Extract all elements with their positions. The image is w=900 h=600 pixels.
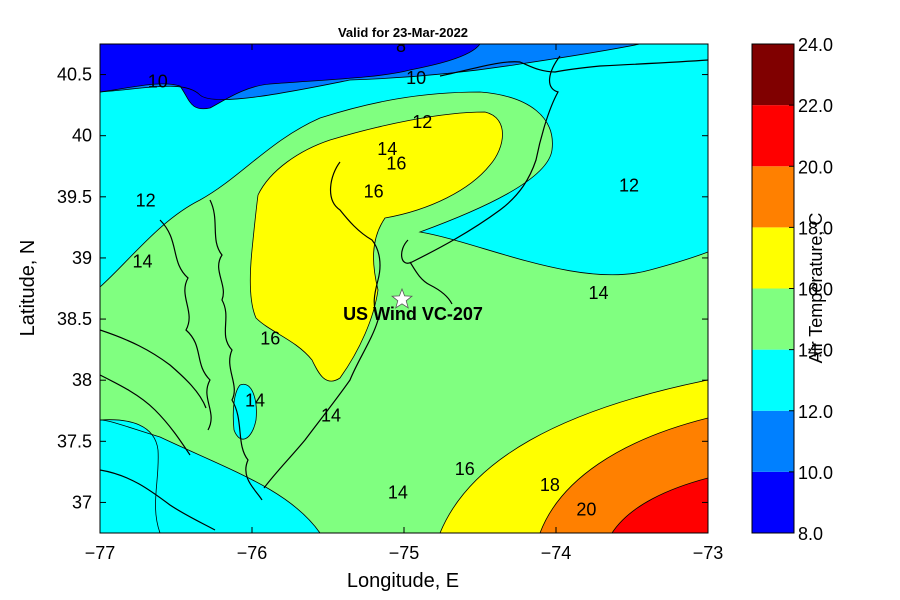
band-12-14-southwest [100,419,160,533]
station-label: US Wind VC-207 [343,304,483,324]
contour-label: 14 [321,405,341,425]
colorbar-tick-label: 16.0 [798,280,833,300]
contour-label: 8 [396,36,406,56]
contour-label: 10 [406,68,426,88]
contour-label: 14 [245,391,265,411]
station-marker [391,287,413,309]
x-axis: −77 −76 −75 −74 −73 [85,44,724,563]
colorbar-label: Air Temperature, C [806,213,826,364]
y-tick-label: 37 [72,492,92,512]
colorbar-swatch [752,227,794,289]
y-tick-label: 38.5 [57,309,92,329]
x-tick-label: −73 [693,543,724,563]
colorbar-tick-label: 22.0 [798,96,833,116]
band-8-10 [100,44,480,109]
contour-label: 14 [388,482,408,502]
y-axis-label: Latitude, N [17,240,39,337]
colorbar-swatch [752,105,794,167]
chart-title: Valid for 23-Mar-2022 [338,25,468,40]
y-tick-label: 39.5 [57,187,92,207]
contour-label: 14 [133,251,153,271]
contour-label: 14 [377,139,397,159]
colorbar-tick-label: 12.0 [798,402,833,422]
colorbar-swatch [752,410,794,472]
contour-label: 16 [260,328,280,348]
contour-label: 12 [412,112,432,132]
band-16-18-inland [250,112,503,382]
colorbar-swatch [752,44,794,106]
contour-label: 16 [364,182,384,202]
contour-lines [100,44,708,533]
band-20-22 [612,478,708,533]
colorbar: 8.0 10.0 12.0 14.0 16.0 18.0 20.0 22.0 24.0 [751,35,833,544]
colorbar-tick-label: 20.0 [798,157,833,177]
x-tick-label: −77 [85,543,116,563]
y-tick-label: 37.5 [57,431,92,451]
colorbar-tick-label: 18.0 [798,218,833,238]
y-tick-label: 40 [72,126,92,146]
colorbar-tick-label: 10.0 [798,463,833,483]
y-tick-label: 38 [72,370,92,390]
y-tick-label: 39 [72,248,92,268]
contour-label: 12 [136,190,156,210]
x-tick-label: −74 [541,543,572,563]
colorbar-swatch [752,349,794,411]
colorbar-swatch [752,288,794,350]
colorbar-swatch [752,166,794,228]
contour-label: 10 [148,72,168,92]
colorbar-tick-label: 14.0 [798,341,833,361]
colorbar-tick-label: 8.0 [798,524,823,544]
colorbar-tick-label: 24.0 [798,35,833,55]
contour-label: 16 [455,459,475,479]
x-tick-label: −75 [389,543,420,563]
contour-label: 16 [386,154,406,174]
x-tick-label: −76 [237,543,268,563]
y-tick-label: 40.5 [57,65,92,85]
contour-label: 12 [619,176,639,196]
star-icon [391,287,413,309]
colorbar-swatch [752,471,794,533]
coastline [100,55,708,531]
contour-label: 20 [576,500,596,520]
contour-label: 18 [540,475,560,495]
x-axis-label: Longitude, E [347,570,459,592]
contour-label: 14 [589,283,609,303]
y-axis: 37 37.5 38 38.5 39 39.5 40 40.5 [57,65,708,512]
